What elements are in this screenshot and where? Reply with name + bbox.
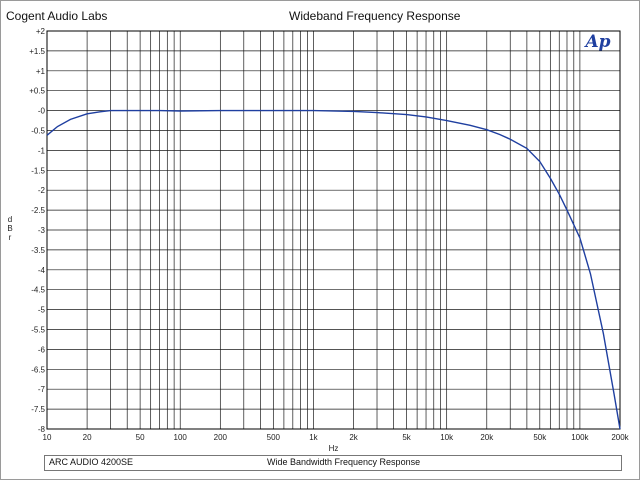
data-point bbox=[127, 110, 128, 111]
data-point bbox=[46, 135, 47, 136]
y-tick-label: -6 bbox=[38, 345, 46, 354]
y-tick-label: -8 bbox=[38, 425, 46, 434]
data-point bbox=[486, 129, 487, 130]
data-point bbox=[159, 110, 160, 111]
data-point bbox=[550, 178, 551, 179]
data-point bbox=[140, 110, 141, 111]
y-tick-label: -7.5 bbox=[31, 405, 45, 414]
y-tick-label: -6.5 bbox=[31, 365, 45, 374]
data-point bbox=[110, 110, 111, 111]
data-point bbox=[613, 393, 614, 394]
data-point bbox=[376, 112, 377, 113]
data-point bbox=[406, 114, 407, 115]
data-point bbox=[273, 110, 274, 111]
plot-area-border bbox=[46, 30, 621, 430]
y-tick-label: -0.5 bbox=[31, 127, 45, 136]
y-tick-label: +2 bbox=[36, 27, 46, 36]
data-point bbox=[590, 273, 591, 274]
y-tick-label: -1 bbox=[38, 146, 46, 155]
x-tick-label: 2k bbox=[349, 433, 358, 442]
data-point bbox=[510, 139, 511, 140]
chart-title: Wideband Frequency Response bbox=[289, 9, 461, 23]
data-point bbox=[566, 210, 567, 211]
x-tick-label: 50k bbox=[533, 433, 547, 442]
data-point bbox=[353, 111, 354, 112]
data-point bbox=[499, 134, 500, 135]
y-tick-label: -3.5 bbox=[31, 246, 45, 255]
data-point bbox=[425, 116, 426, 117]
x-tick-label: 50 bbox=[136, 433, 145, 442]
y-tick-label: -0 bbox=[38, 107, 46, 116]
data-point bbox=[526, 148, 527, 149]
data-point bbox=[57, 126, 58, 127]
data-point bbox=[470, 125, 471, 126]
y-axis-label-char: r bbox=[9, 233, 12, 242]
footer-description: Wide Bandwidth Frequency Response bbox=[267, 457, 421, 467]
x-tick-label: 200 bbox=[214, 433, 228, 442]
x-tick-label: 20 bbox=[83, 433, 92, 442]
data-point bbox=[220, 110, 221, 111]
x-axis-label: Hz bbox=[329, 444, 339, 453]
device-name: ARC AUDIO 4200SE bbox=[49, 457, 134, 467]
y-tick-label: -4.5 bbox=[31, 286, 45, 295]
data-point bbox=[579, 237, 580, 238]
x-tick-label: 1k bbox=[309, 433, 318, 442]
x-tick-label: 200k bbox=[611, 433, 629, 442]
y-tick-label: -2 bbox=[38, 186, 46, 195]
y-tick-label: -4 bbox=[38, 266, 46, 275]
frequency-response-line bbox=[46, 109, 621, 430]
y-tick-label: -7 bbox=[38, 385, 46, 394]
x-tick-label: 100 bbox=[174, 433, 188, 442]
x-tick-label: 500 bbox=[267, 433, 281, 442]
x-tick-label: 5k bbox=[402, 433, 411, 442]
x-tick-label: 10k bbox=[440, 433, 454, 442]
y-tick-label: -5 bbox=[38, 306, 46, 315]
x-tick-label: 20k bbox=[480, 433, 494, 442]
x-tick-label: 10 bbox=[43, 433, 52, 442]
data-point bbox=[180, 110, 181, 111]
y-tick-label: -5.5 bbox=[31, 326, 45, 335]
y-tick-label: -1.5 bbox=[31, 166, 45, 175]
y-tick-label: +1.5 bbox=[29, 47, 45, 56]
data-point bbox=[446, 120, 447, 121]
data-point bbox=[313, 110, 314, 111]
y-tick-label: +1 bbox=[36, 67, 46, 76]
data-point bbox=[603, 333, 604, 334]
data-point bbox=[70, 119, 71, 120]
data-point bbox=[99, 111, 100, 112]
y-tick-label: +0.5 bbox=[29, 87, 45, 96]
footer-bar: ARC AUDIO 4200SE Wide Bandwidth Frequenc… bbox=[44, 455, 622, 471]
data-point bbox=[539, 161, 540, 162]
data-point bbox=[559, 194, 560, 195]
data-point bbox=[619, 428, 620, 429]
y-tick-label: -3 bbox=[38, 226, 46, 235]
ap-logo: Ap bbox=[583, 32, 610, 52]
y-axis-label-char: B bbox=[7, 224, 12, 233]
y-tick-label: -2.5 bbox=[31, 206, 45, 215]
y-axis-label-char: d bbox=[8, 215, 12, 224]
x-tick-label: 100k bbox=[571, 433, 589, 442]
lab-name: Cogent Audio Labs bbox=[6, 9, 108, 23]
data-point bbox=[87, 113, 88, 114]
